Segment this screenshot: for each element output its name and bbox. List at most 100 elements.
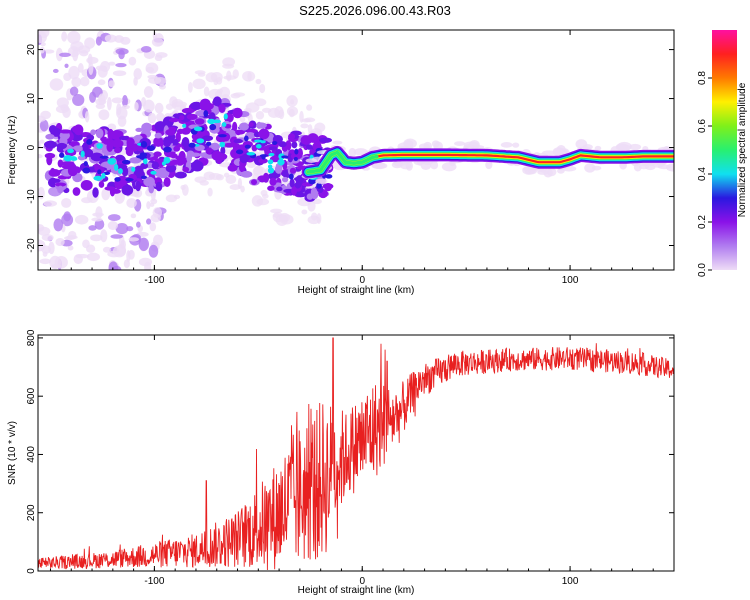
colorbar-gradient — [712, 30, 737, 270]
signal-core-blob — [63, 156, 70, 161]
noise-blob — [88, 225, 97, 231]
noise-blob — [52, 68, 59, 73]
ridge-halo-blob — [522, 166, 537, 172]
signal-blob — [45, 133, 55, 140]
signal-core-blob — [80, 150, 85, 158]
signal-blob — [134, 165, 144, 175]
noise-blob — [98, 109, 110, 121]
noise-blob — [247, 72, 252, 82]
signal-blob — [240, 170, 253, 178]
noise-blob — [41, 234, 54, 242]
signal-core-blob — [218, 134, 227, 138]
signal-blob — [212, 96, 222, 107]
ridge-halo-blob — [353, 148, 368, 156]
signal-blob — [251, 144, 258, 152]
signal-core-blob — [196, 138, 205, 144]
noise-blob — [117, 115, 127, 127]
signal-blob — [211, 150, 223, 161]
signal-blob — [278, 141, 287, 148]
signal-blob — [258, 128, 270, 140]
noise-blob — [107, 214, 121, 221]
noise-blob — [301, 118, 311, 123]
noise-blob — [88, 61, 94, 75]
signal-blob — [90, 152, 104, 162]
snr-axes: -100 0 100 0 200 400 600 800 — [26, 329, 675, 587]
snr-x-label: Height of straight line (km) — [298, 585, 415, 596]
noise-blob — [118, 49, 125, 60]
signal-blob — [178, 150, 186, 162]
signal-blob — [90, 129, 97, 136]
signal-blob — [165, 137, 175, 144]
signal-blob — [153, 151, 162, 157]
signal-blob — [165, 164, 177, 173]
signal-core-blob — [99, 155, 109, 159]
y-tick-label: 600 — [26, 387, 37, 404]
signal-blob — [104, 186, 116, 191]
noise-blob — [128, 56, 137, 66]
noise-blob — [114, 35, 124, 43]
signal-core-blob — [93, 175, 103, 181]
signal-blob — [135, 180, 141, 192]
signal-core-blob — [96, 143, 103, 149]
signal-blob — [256, 121, 262, 129]
signal-core-blob — [97, 169, 102, 175]
noise-blob — [42, 251, 48, 257]
noise-blob — [71, 76, 82, 88]
signal-core-blob — [161, 161, 167, 166]
noise-blob — [84, 37, 96, 49]
signal-blob — [141, 122, 153, 133]
signal-blob — [276, 186, 283, 192]
noise-blob — [97, 65, 108, 78]
noise-blob — [108, 61, 116, 66]
signal-blob — [72, 187, 81, 196]
signal-blob — [190, 101, 203, 111]
noise-blob — [154, 102, 164, 114]
noise-blob — [89, 91, 97, 103]
signal-blob — [218, 103, 226, 113]
noise-blob — [121, 95, 128, 108]
signal-blob — [310, 187, 318, 198]
noise-blob — [229, 184, 241, 191]
noise-blob — [301, 209, 308, 215]
signal-blob — [176, 128, 184, 135]
noise-blob — [107, 221, 119, 230]
y-tick-label: 0 — [26, 144, 37, 150]
noise-blob — [254, 98, 267, 107]
colorbar: 0.0 0.2 0.4 0.6 0.8 Normalized spectral ampl… — [697, 30, 748, 277]
noise-blob — [100, 229, 108, 243]
y-tick-label: 10 — [26, 93, 37, 105]
signal-core-blob — [255, 144, 262, 149]
signal-blob — [84, 148, 94, 158]
signal-blob — [135, 127, 143, 133]
signal-blob — [57, 185, 64, 194]
noise-blob — [53, 218, 63, 232]
x-tick-label: -100 — [144, 576, 164, 587]
ridge-halo-blob — [557, 168, 565, 174]
noise-blob — [133, 76, 138, 86]
signal-core-blob — [281, 155, 289, 159]
noise-blob — [251, 195, 264, 207]
signal-blob — [59, 129, 72, 134]
signal-core-blob — [325, 174, 333, 179]
signal-blob — [61, 161, 75, 167]
noise-blob — [255, 110, 265, 120]
noise-blob — [107, 123, 117, 131]
noise-blob — [240, 185, 245, 193]
signal-blob — [56, 142, 67, 150]
noise-blob — [165, 194, 178, 203]
spectrogram-frame — [37, 29, 675, 271]
signal-blob — [201, 135, 214, 142]
noise-blob — [149, 222, 157, 232]
noise-blob — [69, 86, 79, 96]
noise-blob — [72, 94, 85, 106]
signal-blob — [190, 160, 204, 172]
noise-blob — [237, 177, 243, 189]
signal-core-blob — [114, 177, 121, 182]
signal-core-blob — [83, 161, 88, 167]
noise-blob — [56, 97, 69, 108]
signal-blob — [181, 107, 195, 114]
noise-blob — [274, 106, 284, 119]
signal-core-blob — [206, 141, 212, 146]
signal-blob — [233, 138, 244, 144]
